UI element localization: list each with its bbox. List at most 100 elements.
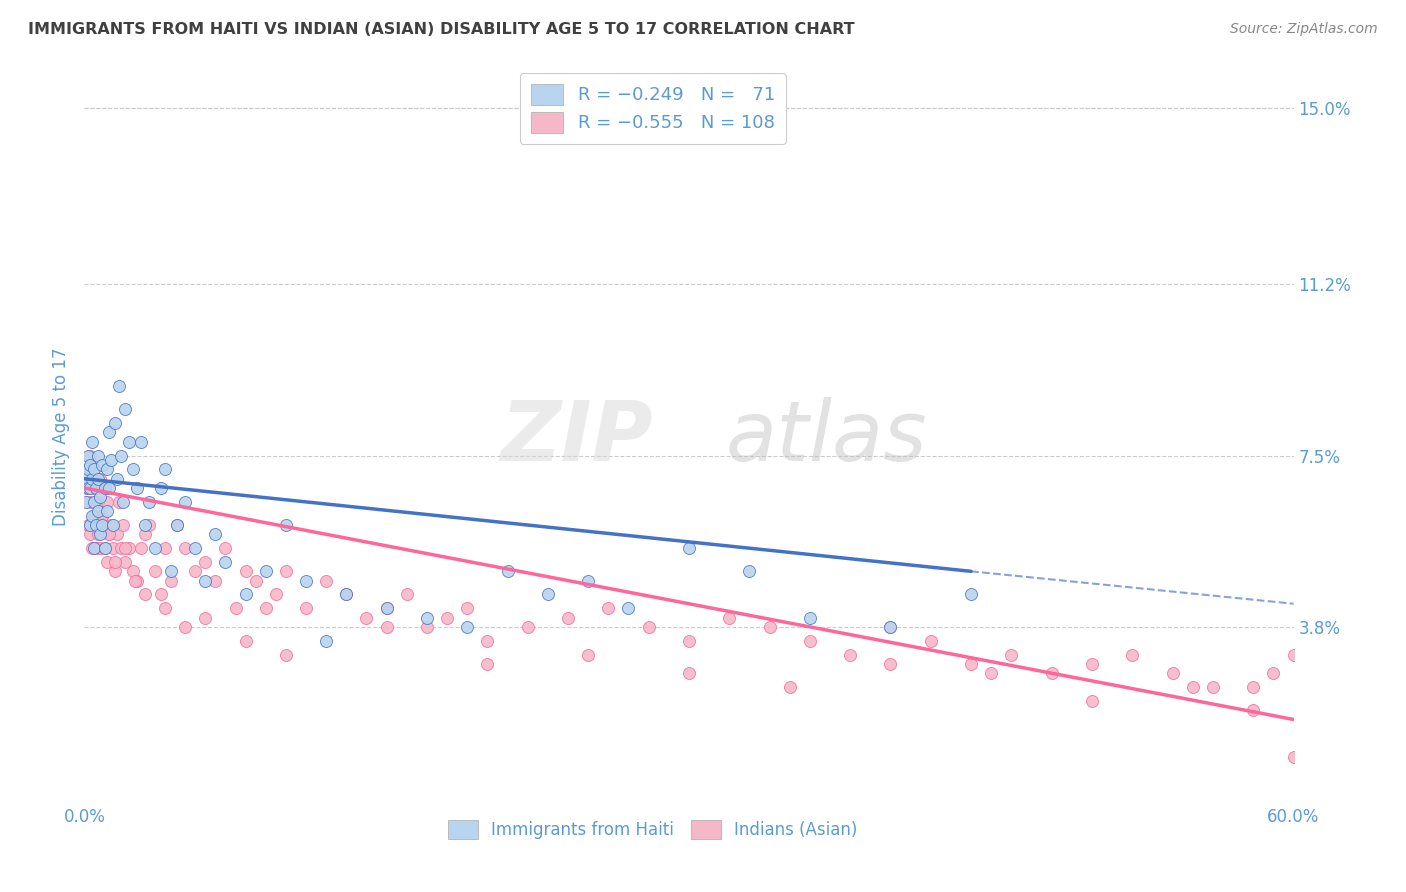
Point [86, 541, 108, 556]
Point [576, 574, 599, 588]
Point [1081, 694, 1104, 708]
Point [557, 610, 579, 624]
Point [97, 481, 120, 495]
Point [114, 402, 136, 417]
Point [87, 449, 110, 463]
Point [416, 620, 439, 634]
Point [91, 508, 114, 523]
Point [194, 574, 217, 588]
Point [91, 458, 114, 472]
Point [79, 458, 101, 472]
Point [83, 462, 105, 476]
Point [1282, 648, 1305, 662]
Point [153, 541, 176, 556]
Point [1081, 657, 1104, 671]
Point [89, 541, 111, 556]
Point [678, 633, 700, 648]
Point [315, 574, 337, 588]
Point [1181, 680, 1204, 694]
Point [125, 481, 148, 495]
Point [264, 587, 287, 601]
Point [101, 518, 124, 533]
Point [104, 565, 127, 579]
Point [153, 462, 176, 476]
Point [174, 541, 197, 556]
Point [97, 425, 120, 440]
Point [245, 574, 267, 588]
Y-axis label: Disability Age 5 to 17: Disability Age 5 to 17 [52, 348, 70, 526]
Point [879, 620, 901, 634]
Point [83, 462, 105, 476]
Point [637, 620, 659, 634]
Point [204, 527, 226, 541]
Point [100, 518, 122, 533]
Point [82, 472, 104, 486]
Point [89, 527, 111, 541]
Point [104, 416, 127, 430]
Point [82, 434, 104, 449]
Text: ZIP: ZIP [501, 397, 652, 477]
Legend: Immigrants from Haiti, Indians (Asian): Immigrants from Haiti, Indians (Asian) [441, 814, 865, 846]
Point [91, 518, 114, 533]
Point [93, 541, 115, 556]
Point [110, 541, 132, 556]
Point [96, 495, 118, 509]
Point [1161, 666, 1184, 681]
Point [96, 555, 118, 569]
Point [118, 434, 141, 449]
Point [82, 508, 104, 523]
Point [295, 601, 318, 615]
Point [79, 495, 101, 509]
Point [274, 565, 297, 579]
Point [96, 504, 118, 518]
Point [105, 527, 128, 541]
Point [537, 587, 560, 601]
Point [79, 449, 101, 463]
Point [111, 495, 134, 509]
Point [375, 620, 398, 634]
Point [149, 481, 172, 495]
Point [879, 657, 901, 671]
Point [87, 481, 110, 495]
Point [839, 648, 862, 662]
Point [79, 518, 101, 533]
Point [129, 434, 152, 449]
Point [107, 379, 129, 393]
Point [335, 587, 357, 601]
Point [235, 633, 257, 648]
Point [77, 481, 100, 495]
Text: atlas: atlas [725, 397, 927, 477]
Point [920, 633, 942, 648]
Point [274, 518, 297, 533]
Point [104, 555, 127, 569]
Text: IMMIGRANTS FROM HAITI VS INDIAN (ASIAN) DISABILITY AGE 5 TO 17 CORRELATION CHART: IMMIGRANTS FROM HAITI VS INDIAN (ASIAN) … [28, 22, 855, 37]
Point [97, 527, 120, 541]
Point [87, 472, 110, 486]
Point [174, 495, 197, 509]
Point [960, 657, 983, 671]
Point [204, 574, 226, 588]
Point [1282, 749, 1305, 764]
Point [225, 601, 247, 615]
Point [1241, 680, 1264, 694]
Text: Source: ZipAtlas.com: Source: ZipAtlas.com [1230, 22, 1378, 37]
Point [87, 495, 110, 509]
Point [456, 601, 478, 615]
Point [718, 610, 741, 624]
Point [214, 555, 236, 569]
Point [93, 481, 115, 495]
Point [114, 541, 136, 556]
Point [134, 587, 156, 601]
Point [77, 518, 100, 533]
Point [138, 495, 160, 509]
Point [416, 610, 439, 624]
Point [93, 541, 115, 556]
Point [143, 565, 166, 579]
Point [75, 472, 97, 486]
Point [598, 601, 620, 615]
Point [315, 633, 337, 648]
Point [799, 633, 821, 648]
Point [356, 610, 378, 624]
Point [91, 508, 114, 523]
Point [678, 666, 700, 681]
